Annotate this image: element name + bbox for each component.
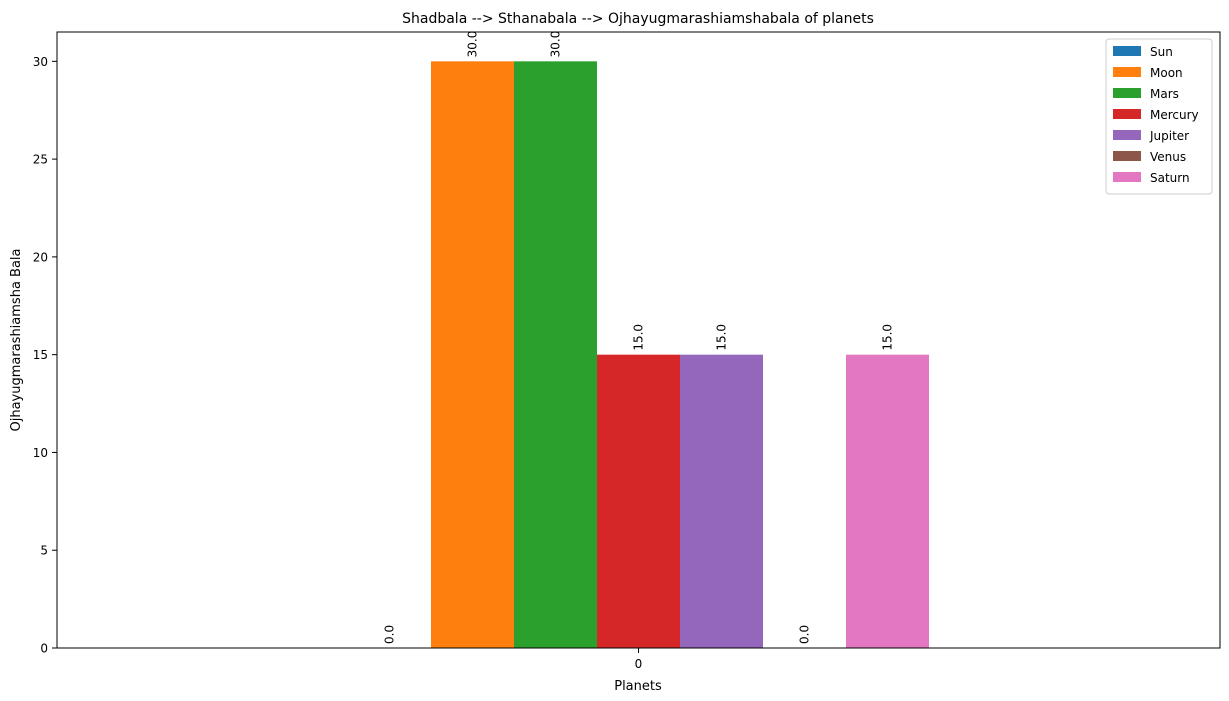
- y-tick-label: 10: [33, 446, 48, 460]
- bar-label-saturn: 15.0: [881, 324, 895, 351]
- legend-label-sun: Sun: [1150, 45, 1173, 59]
- legend-label-mars: Mars: [1150, 87, 1179, 101]
- y-axis: 0 5 10 15 20 25 30: [33, 55, 57, 656]
- bars-group: [431, 61, 929, 649]
- bar-mercury: [597, 354, 680, 648]
- legend-label-jupiter: Jupiter: [1149, 129, 1189, 143]
- x-tick-label: 0: [635, 657, 643, 671]
- legend-swatch-venus: [1113, 151, 1141, 161]
- x-axis-label: Planets: [614, 679, 662, 694]
- legend-label-venus: Venus: [1150, 150, 1186, 164]
- bar-jupiter: [680, 354, 763, 648]
- y-tick-label: 15: [33, 348, 48, 362]
- legend: Sun Moon Mars Mercury Jupiter Venus Saturn: [1105, 38, 1213, 195]
- legend-swatch-jupiter: [1113, 130, 1141, 140]
- legend-label-moon: Moon: [1150, 66, 1183, 80]
- y-tick-label: 30: [33, 55, 48, 69]
- legend-label-saturn: Saturn: [1150, 171, 1190, 185]
- y-tick-label: 5: [40, 544, 48, 558]
- bar-moon: [431, 61, 514, 649]
- x-axis: 0: [635, 648, 643, 671]
- bar-label-sun: 0.0: [383, 625, 397, 644]
- bar-label-mercury: 15.0: [632, 324, 646, 351]
- y-axis-label: Ojhayugmarashiamsha Bala: [9, 248, 24, 431]
- legend-swatch-moon: [1113, 67, 1141, 77]
- legend-swatch-saturn: [1113, 172, 1141, 182]
- y-tick-label: 20: [33, 250, 48, 264]
- legend-swatch-sun: [1113, 46, 1141, 56]
- y-tick-label: 25: [33, 153, 48, 167]
- legend-label-mercury: Mercury: [1150, 108, 1199, 122]
- bar-label-venus: 0.0: [798, 625, 812, 644]
- bar-labels-group: 0.0 30.0 30.0 15.0 15.0 0.0 15.0: [383, 31, 895, 644]
- chart-title: Shadbala --> Sthanabala --> Ojhayugmaras…: [402, 11, 874, 27]
- bar-label-mars: 30.0: [549, 31, 563, 58]
- legend-swatch-mercury: [1113, 109, 1141, 119]
- legend-swatch-mars: [1113, 88, 1141, 98]
- y-tick-label: 0: [40, 642, 48, 656]
- bar-label-moon: 30.0: [466, 31, 480, 58]
- bar-label-jupiter: 15.0: [715, 324, 729, 351]
- bar-mars: [514, 61, 597, 649]
- bar-saturn: [846, 354, 929, 648]
